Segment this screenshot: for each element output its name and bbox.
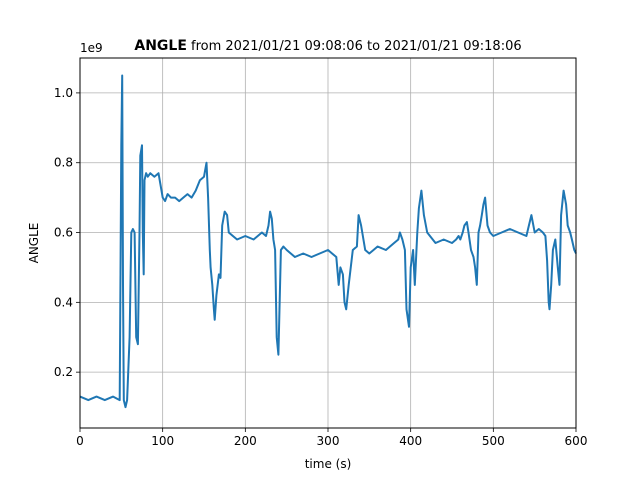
x-tick-label: 200 [234,434,257,448]
y-axis-label: ANGLE [27,223,41,264]
y-axis-ticks: 0.2 0.4 0.6 0.8 1.0 [54,86,80,379]
y-tick-label: 0.4 [54,295,73,309]
y-tick-label: 0.6 [54,226,73,240]
x-tick-label: 600 [565,434,588,448]
grid-lines [79,58,577,428]
chart-title: ANGLE from 2021/01/21 09:08:06 to 2021/0… [134,38,521,54]
series-line-angle [79,74,577,409]
y-tick-label: 1.0 [54,86,73,100]
x-axis-label: time (s) [305,457,352,471]
x-tick-label: 100 [151,434,174,448]
chart-title-rest: from 2021/01/21 09:08:06 to 2021/01/21 0… [187,39,522,54]
chart-title-bold: ANGLE [134,38,187,54]
x-tick-label: 0 [76,434,84,448]
x-tick-label: 400 [399,434,422,448]
y-tick-label: 0.2 [54,365,73,379]
x-tick-label: 500 [482,434,505,448]
y-tick-label: 0.8 [54,156,73,170]
x-axis-ticks: 0 100 200 300 400 500 600 [76,428,587,448]
x-tick-label: 300 [317,434,340,448]
y-offset-label: 1e9 [80,41,103,55]
